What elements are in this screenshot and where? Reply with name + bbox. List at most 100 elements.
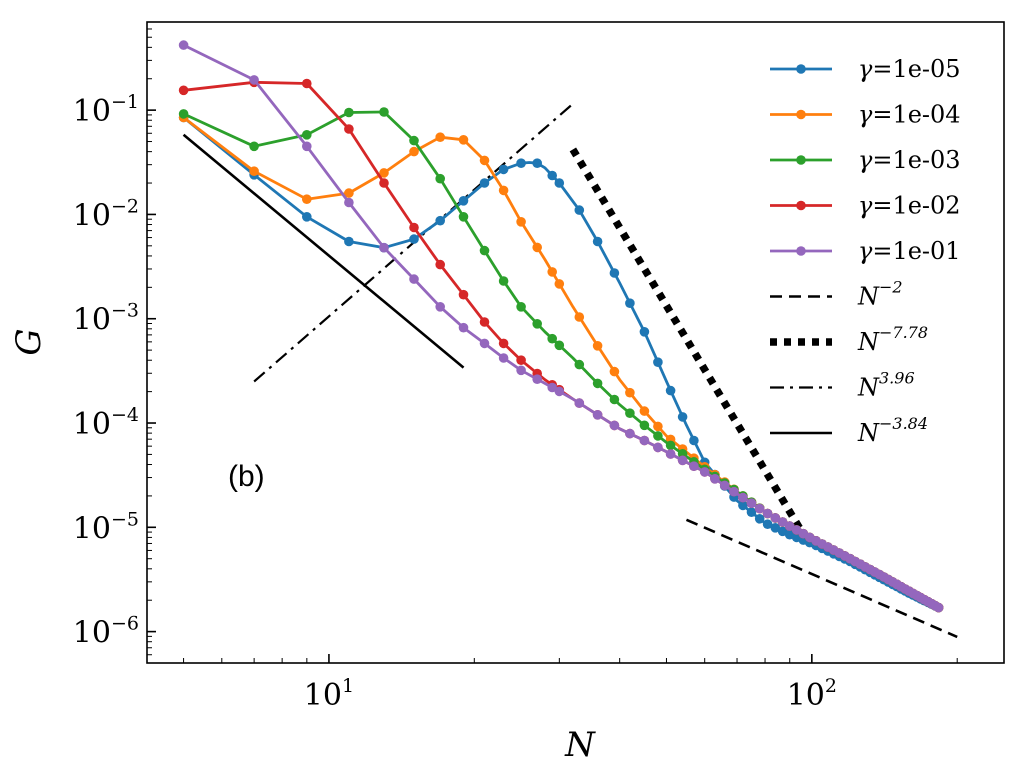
data-point xyxy=(344,124,354,134)
data-point xyxy=(532,319,542,329)
data-point xyxy=(516,217,526,227)
reference-line-1 xyxy=(569,147,805,533)
data-point xyxy=(665,385,676,396)
data-point xyxy=(249,166,259,176)
data-point xyxy=(639,327,650,337)
data-point xyxy=(344,188,354,198)
data-point xyxy=(653,421,663,432)
legend-marker xyxy=(796,200,806,211)
data-point xyxy=(409,234,419,244)
data-point xyxy=(379,242,389,253)
data-point xyxy=(639,435,650,446)
data-point xyxy=(625,298,635,309)
data-point xyxy=(516,365,526,376)
y-axis-title: G xyxy=(9,328,49,355)
y-tick-label-1: 10−2 xyxy=(73,195,139,233)
data-point xyxy=(498,164,509,175)
data-point xyxy=(754,514,765,524)
data-point xyxy=(498,276,509,286)
data-point xyxy=(746,498,757,509)
data-point xyxy=(677,455,688,466)
data-point xyxy=(379,168,389,178)
series-4 xyxy=(178,40,944,613)
legend-label: N−3.84 xyxy=(857,414,928,447)
data-point xyxy=(738,492,748,503)
data-point xyxy=(409,222,419,233)
data-point xyxy=(178,109,189,119)
legend-item-ref-0: N−2 xyxy=(770,278,903,311)
data-point xyxy=(458,289,469,300)
data-point xyxy=(516,302,526,312)
data-point xyxy=(379,107,389,117)
data-point xyxy=(665,440,676,451)
data-point xyxy=(653,431,663,441)
legend-label: γ=1e-01 xyxy=(858,237,961,265)
data-point xyxy=(435,215,446,226)
data-point xyxy=(302,212,312,222)
data-point xyxy=(770,523,781,533)
data-point xyxy=(458,135,469,145)
data-point xyxy=(554,386,565,397)
x-axis-title: N xyxy=(564,725,596,765)
data-point xyxy=(516,158,526,168)
data-point xyxy=(777,526,788,537)
legend-item-ref-2: N3.96 xyxy=(770,369,915,402)
data-point xyxy=(689,435,699,446)
data-point xyxy=(532,242,542,253)
y-tick-label-3: 10−4 xyxy=(73,404,139,442)
reference-line-0 xyxy=(685,518,958,639)
reference-line-3 xyxy=(182,133,465,369)
data-point xyxy=(689,461,699,472)
data-point xyxy=(574,312,585,322)
data-point xyxy=(547,170,557,181)
data-point xyxy=(302,194,312,204)
data-point xyxy=(344,107,354,118)
data-point xyxy=(178,85,189,96)
legend-marker xyxy=(796,109,806,120)
data-point xyxy=(547,333,557,344)
data-point xyxy=(777,517,788,527)
data-point xyxy=(409,146,419,157)
data-point xyxy=(516,355,526,366)
data-point xyxy=(249,141,259,152)
data-point xyxy=(933,602,944,613)
data-point xyxy=(625,408,635,419)
y-tick-label-2: 10−3 xyxy=(73,300,139,338)
x-tick-label-1: 102 xyxy=(787,675,837,713)
data-point xyxy=(435,132,446,142)
panel-annotation: (b) xyxy=(228,460,265,493)
data-point xyxy=(625,428,635,439)
legend-label: N−7.78 xyxy=(857,323,928,356)
data-point xyxy=(554,279,565,289)
data-point xyxy=(592,378,603,389)
data-point xyxy=(762,519,773,529)
data-point xyxy=(479,317,490,327)
data-point xyxy=(574,359,585,370)
data-point xyxy=(653,442,663,453)
data-point xyxy=(302,141,312,152)
data-point xyxy=(479,245,490,256)
data-point xyxy=(379,178,389,188)
data-point xyxy=(532,374,542,385)
legend-label: γ=1e-05 xyxy=(858,55,961,83)
legend-item-ref-1: N−7.78 xyxy=(770,323,928,356)
data-point xyxy=(532,158,542,168)
legend-label: γ=1e-02 xyxy=(858,192,961,220)
legend-marker xyxy=(796,155,806,165)
data-point xyxy=(344,197,354,208)
data-point xyxy=(699,467,710,477)
data-series xyxy=(178,40,944,613)
data-point xyxy=(498,338,509,349)
legend-label: N3.96 xyxy=(857,369,915,402)
legend-item-ref-3: N−3.84 xyxy=(770,414,928,447)
data-point xyxy=(554,178,565,188)
legend-label: γ=1e-03 xyxy=(858,146,961,174)
axes-frame xyxy=(146,21,1005,664)
data-point xyxy=(409,135,419,146)
data-point xyxy=(592,236,603,247)
data-point xyxy=(592,410,603,420)
legend-item-3: γ=1e-02 xyxy=(770,192,961,220)
y-tick-label-0: 10−1 xyxy=(73,91,139,129)
data-point xyxy=(639,406,650,416)
